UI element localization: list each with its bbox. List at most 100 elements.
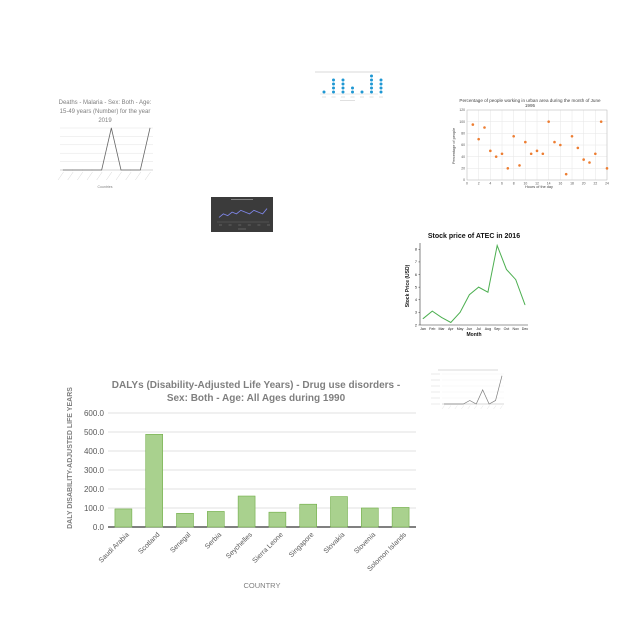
dalys-bar — [115, 509, 132, 527]
dalys-bar — [207, 511, 224, 527]
stock-chart: Stock price of ATEC in 2016 2345678Jan Fe… — [398, 228, 538, 340]
tiny-plot-area — [431, 370, 504, 409]
dalys-bar — [392, 507, 409, 527]
stock-data-point — [515, 279, 516, 280]
malaria-x-tick-label — [135, 172, 141, 180]
malaria-chart: Deaths - Malaria - Sex: Both - Age: 15-4… — [40, 96, 170, 194]
dalys-x-tick-label: Serbia — [204, 531, 223, 550]
dalys-y-tick-label: 600.0 — [84, 409, 105, 418]
dalys-x-tick-label: Singapore — [288, 531, 316, 559]
dark-chart-panel — [211, 197, 273, 232]
dalys-x-tick-label: Slovakia — [323, 531, 347, 555]
stock-x-tick-label: Sep — [494, 327, 500, 331]
dalys-bar — [177, 513, 194, 527]
dalys-chart-panel: DALYs (Disability-Adjusted Life Years) -… — [58, 372, 428, 594]
stock-x-tick-label: Oct — [504, 327, 510, 331]
urban-data-point — [577, 147, 580, 150]
urban-title-line-2: 1995 — [525, 103, 536, 108]
urban-x-tick-label: 8 — [513, 182, 515, 186]
malaria-title-line-1: Deaths - Malaria - Sex: Both - Age: — [59, 100, 152, 106]
malaria-x-tick-label — [68, 172, 74, 180]
urban-y-tick-label: 120 — [459, 108, 465, 112]
urban-x-axis-label: Hours of the day — [525, 185, 553, 189]
stock-x-tick-label: Dec — [522, 327, 529, 331]
dots-data-point — [380, 87, 383, 90]
malaria-x-tick-label — [145, 172, 151, 180]
stock-title: Stock price of ATEC in 2016 — [428, 233, 520, 240]
malaria-data-point — [111, 128, 112, 129]
stock-x-tick-label: Jun — [466, 327, 472, 331]
urban-y-tick-label: 60 — [461, 143, 465, 147]
stock-x-tick-label: Aug — [485, 327, 491, 331]
stock-x-axis-label: Month — [467, 332, 482, 338]
tiny-x-tick-label — [487, 406, 490, 410]
stock-data-point — [525, 304, 526, 305]
urban-data-point — [530, 152, 533, 155]
urban-x-tick-label: 2 — [478, 182, 480, 186]
dalys-plot-area: 0.0 100.0 200.0 300.0 400.0 500.0 600.0 Saudi A… — [84, 409, 416, 573]
dalys-x-axis-label: COUNTRY — [244, 581, 281, 590]
urban-data-point — [542, 152, 545, 155]
stock-data-point — [460, 312, 461, 313]
dots-data-point — [351, 91, 354, 94]
dalys-x-tick-label: Senegal — [169, 531, 192, 554]
malaria-x-tick-label — [87, 172, 93, 180]
malaria-x-tick-label — [77, 172, 83, 180]
dots-data-point — [380, 91, 383, 94]
dots-data-point — [342, 87, 345, 90]
urban-plot-area: 0204060801001200 2 4 6 8 10 12 14 16 18 20 22 24 — [459, 108, 609, 185]
stock-y-tick-label: 8 — [415, 248, 417, 252]
malaria-data-point — [121, 170, 122, 171]
stock-y-axis-label: Stock Price (USD) — [405, 264, 411, 307]
urban-data-point — [588, 161, 591, 164]
dots-data-point — [342, 91, 345, 94]
dots-data-point — [380, 83, 383, 86]
urban-chart: Percentage of people working in urban ar… — [446, 96, 614, 200]
dalys-x-tick-label: Saudi Arabia — [98, 531, 131, 564]
dalys-chart: DALYs (Disability-Adjusted Life Years) -… — [58, 372, 428, 594]
dalys-y-tick-label: 400.0 — [84, 447, 105, 456]
dalys-x-tick-label: Seychelles — [225, 531, 254, 560]
dots-data-point — [332, 83, 335, 86]
dot-plot-area — [315, 72, 383, 101]
dots-data-point — [342, 79, 345, 82]
tiny-x-tick-label — [494, 406, 497, 410]
malaria-title-line-2: 15-49 years (Number) for the year — [60, 109, 151, 115]
tiny-x-tick-label — [461, 406, 464, 410]
malaria-data-point — [140, 170, 141, 171]
dalys-bar — [269, 512, 286, 527]
stock-x-tick-label: Apr — [448, 327, 454, 331]
malaria-x-tick-label — [106, 172, 112, 180]
stock-x-tick-label: May — [457, 327, 464, 331]
dalys-bar — [361, 508, 378, 527]
dots-data-point — [351, 87, 354, 90]
tiny-x-tick-label — [474, 406, 477, 410]
stock-data-point — [469, 294, 470, 295]
malaria-x-axis-label: Countries — [98, 185, 113, 189]
malaria-x-tick-label — [97, 172, 103, 180]
dalys-bar — [146, 434, 163, 527]
malaria-title-line-3: 2019 — [98, 118, 112, 124]
malaria-data-point — [72, 170, 73, 171]
urban-data-point — [553, 141, 556, 144]
tiny-chart-panel — [428, 366, 508, 410]
stock-y-tick-label: 7 — [415, 260, 417, 264]
malaria-data-point — [101, 170, 102, 171]
dots-data-point — [370, 79, 373, 82]
dalys-y-axis-label: DALY DISABILITY-ADJUSTED LIFE YEARS — [67, 387, 74, 529]
stock-data-point — [478, 287, 479, 288]
urban-data-point — [518, 164, 521, 167]
malaria-data-point — [92, 170, 93, 171]
dalys-x-tick-label: Slovenia — [353, 531, 377, 555]
stock-x-tick-label: Nov — [513, 327, 520, 331]
urban-data-point — [565, 173, 568, 176]
dots-data-point — [342, 83, 345, 86]
stock-data-point — [432, 311, 433, 312]
dalys-bar — [331, 497, 348, 527]
urban-x-tick-label: 24 — [605, 182, 609, 186]
dark-chart — [211, 197, 273, 232]
urban-data-point — [507, 167, 510, 170]
stock-y-tick-label: 3 — [415, 311, 417, 315]
urban-data-point — [495, 155, 498, 158]
urban-data-point — [472, 123, 475, 126]
